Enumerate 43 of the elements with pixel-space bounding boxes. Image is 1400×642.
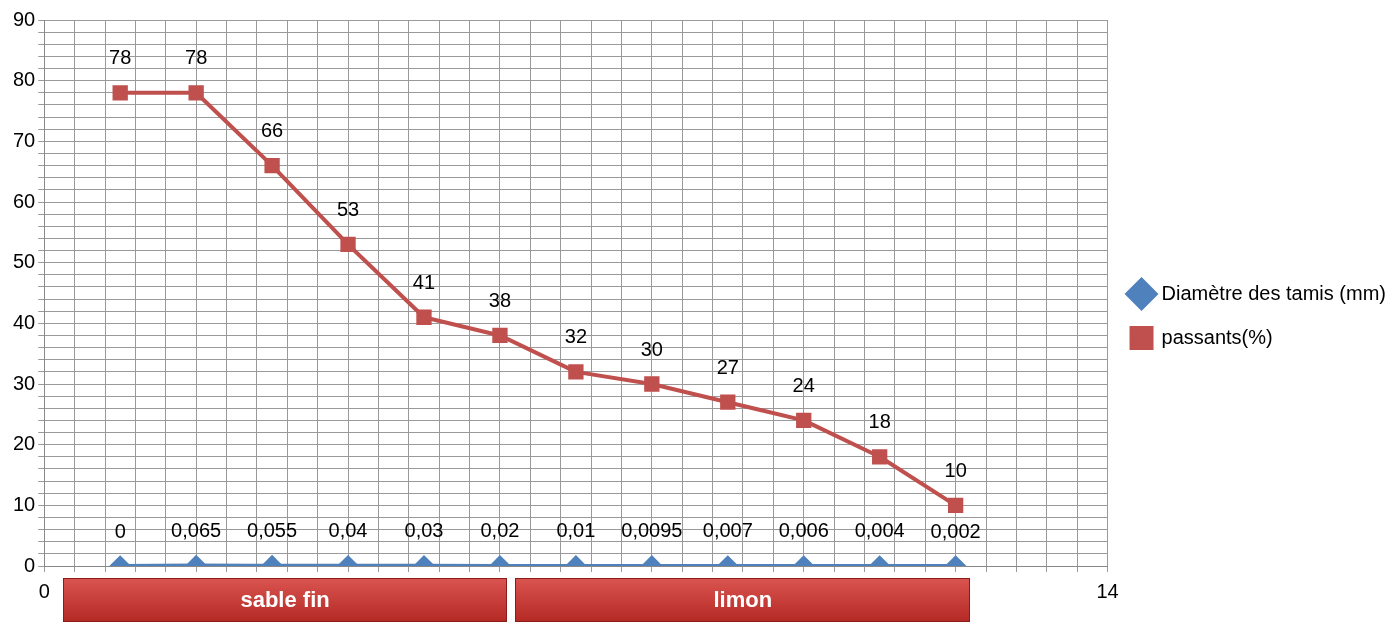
data-label: 0,004 bbox=[854, 519, 905, 542]
data-label: 0,02 bbox=[480, 519, 520, 542]
data-label: 0,01 bbox=[556, 519, 596, 542]
y-tick-label: 80 bbox=[13, 68, 36, 91]
point bbox=[264, 157, 280, 174]
x-tick-label: 14 bbox=[1096, 579, 1119, 602]
data-label: 10 bbox=[944, 458, 967, 481]
y-tick-label: 10 bbox=[13, 492, 36, 515]
data-label: 0,002 bbox=[930, 519, 981, 542]
text: limon bbox=[515, 578, 971, 622]
legend-label: passants(%) bbox=[1161, 325, 1273, 348]
text: sable fin bbox=[63, 578, 507, 622]
data-label: 41 bbox=[412, 270, 436, 293]
y-tick-label: 20 bbox=[13, 432, 36, 455]
data-label: 53 bbox=[336, 197, 360, 220]
data-label: 32 bbox=[564, 325, 588, 348]
y-tick-label: 70 bbox=[13, 128, 36, 151]
data-label: 30 bbox=[640, 337, 663, 360]
point bbox=[340, 236, 356, 253]
y-tick-label: 60 bbox=[13, 189, 36, 212]
y-tick-label: 30 bbox=[13, 371, 36, 394]
data-label: 24 bbox=[792, 373, 815, 396]
data-label: 78 bbox=[109, 46, 132, 69]
y-tick-label: 40 bbox=[13, 310, 36, 333]
data-label: 0,055 bbox=[247, 519, 298, 542]
legend-label: Diamètre des tamis (mm) bbox=[1161, 281, 1387, 304]
point bbox=[492, 327, 508, 344]
y-tick-label: 50 bbox=[13, 250, 36, 273]
data-label: 38 bbox=[488, 288, 512, 311]
data-label: 0,006 bbox=[778, 519, 829, 542]
data-label: 0,03 bbox=[404, 519, 444, 542]
data-label: 0,007 bbox=[702, 519, 753, 542]
data-label: 0,04 bbox=[328, 519, 368, 542]
data-label: 66 bbox=[260, 119, 284, 142]
y-tick-label: 0 bbox=[24, 553, 36, 576]
data-label: 0,065 bbox=[171, 519, 222, 542]
data-label: 18 bbox=[868, 410, 891, 433]
point bbox=[416, 309, 432, 325]
y-tick-label: 90 bbox=[13, 7, 36, 30]
data-label: 78 bbox=[185, 46, 208, 69]
data-label: 27 bbox=[716, 355, 739, 378]
data-label: 0,0095 bbox=[621, 519, 683, 542]
data-label: 0 bbox=[114, 519, 126, 542]
